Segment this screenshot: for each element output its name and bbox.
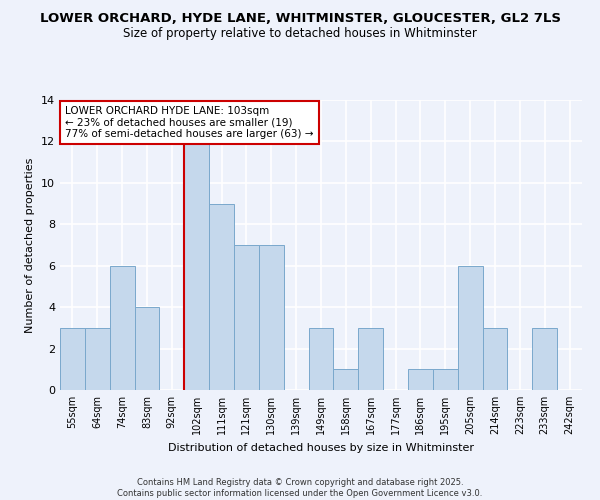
Bar bbox=[60, 328, 85, 390]
Bar bbox=[334, 370, 358, 390]
Bar bbox=[209, 204, 234, 390]
X-axis label: Distribution of detached houses by size in Whitminster: Distribution of detached houses by size … bbox=[168, 442, 474, 452]
Bar bbox=[482, 328, 508, 390]
Y-axis label: Number of detached properties: Number of detached properties bbox=[25, 158, 35, 332]
Bar bbox=[184, 142, 209, 390]
Bar bbox=[308, 328, 334, 390]
Bar bbox=[458, 266, 482, 390]
Text: Size of property relative to detached houses in Whitminster: Size of property relative to detached ho… bbox=[123, 28, 477, 40]
Bar bbox=[134, 307, 160, 390]
Bar bbox=[259, 245, 284, 390]
Bar bbox=[85, 328, 110, 390]
Text: Contains HM Land Registry data © Crown copyright and database right 2025.
Contai: Contains HM Land Registry data © Crown c… bbox=[118, 478, 482, 498]
Bar bbox=[234, 245, 259, 390]
Bar bbox=[408, 370, 433, 390]
Bar bbox=[110, 266, 134, 390]
Text: LOWER ORCHARD HYDE LANE: 103sqm
← 23% of detached houses are smaller (19)
77% of: LOWER ORCHARD HYDE LANE: 103sqm ← 23% of… bbox=[65, 106, 314, 139]
Bar bbox=[358, 328, 383, 390]
Text: LOWER ORCHARD, HYDE LANE, WHITMINSTER, GLOUCESTER, GL2 7LS: LOWER ORCHARD, HYDE LANE, WHITMINSTER, G… bbox=[40, 12, 560, 26]
Bar bbox=[433, 370, 458, 390]
Bar bbox=[532, 328, 557, 390]
